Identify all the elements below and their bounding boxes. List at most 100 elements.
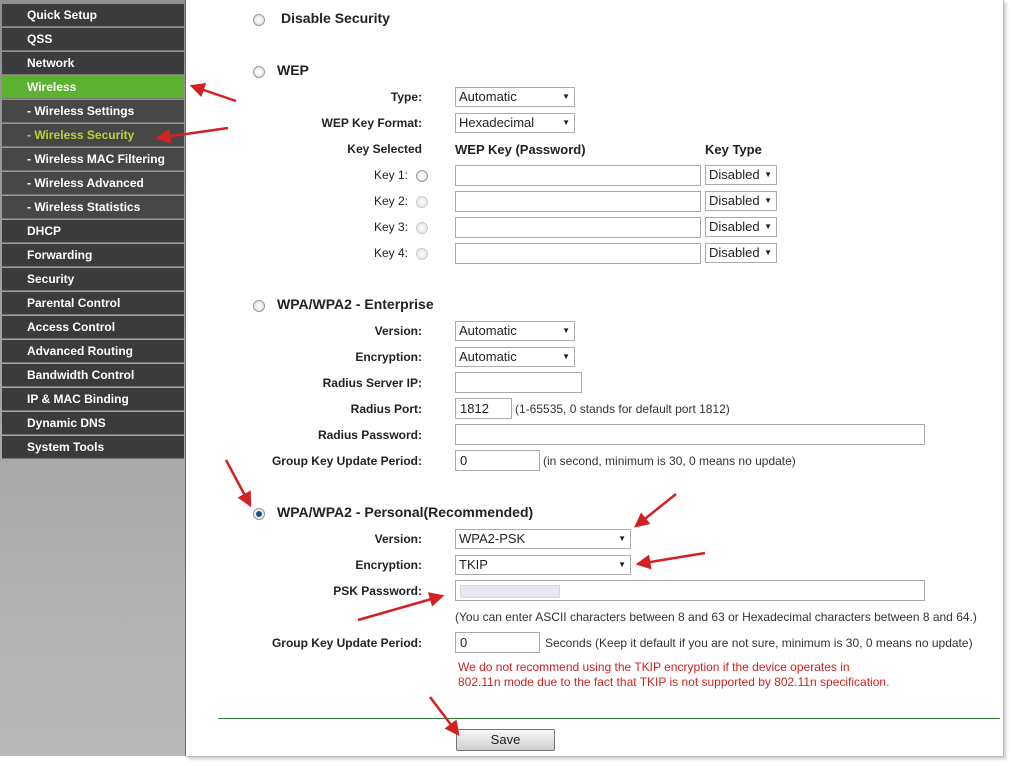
key-type-select[interactable]: Disabled ▼ [705,191,777,211]
disable-security-radio[interactable] [253,14,265,26]
chevron-down-icon: ▼ [764,222,772,231]
key-label: Key 3: [373,220,408,234]
sidebar-item-bandwidth-control[interactable]: Bandwidth Control [2,364,184,387]
sidebar-item-wireless-advanced[interactable]: - Wireless Advanced [2,172,184,195]
arrow-save [429,696,460,736]
chevron-down-icon: ▼ [618,534,626,543]
radius-port-note: (1-65535, 0 stands for default port 1812… [515,402,730,416]
chevron-down-icon: ▼ [562,92,570,101]
sidebar-item-wireless-statistics[interactable]: - Wireless Statistics [2,196,184,219]
ent-version-value: Automatic [459,323,517,338]
wep-key-input[interactable] [455,165,701,186]
wep-key-input[interactable] [455,217,701,238]
psk-encryption-label: Encryption: [355,558,422,572]
wep-type-value: Automatic [459,89,517,104]
radius-ip-label: Radius Server IP: [322,376,422,390]
ent-version-label: Version: [374,324,422,338]
key-select-radio[interactable] [416,248,428,260]
sidebar-item-network[interactable]: Network [2,52,184,75]
personal-title: WPA/WPA2 - Personal(Recommended) [277,504,534,520]
sidebar-item-wireless-mac-filtering[interactable]: - Wireless MAC Filtering [2,148,184,171]
wep-format-label: WEP Key Format: [321,116,422,130]
blurred-password [460,585,560,598]
chevron-down-icon: ▼ [764,196,772,205]
sidebar: Quick Setup QSS Network Wireless - Wireless … [0,0,186,756]
sidebar-item-security[interactable]: Security [2,268,184,291]
chevron-down-icon: ▼ [764,248,772,257]
ent-version-select[interactable]: Automatic ▼ [455,321,575,341]
psk-group-key-input[interactable]: 0 [455,632,540,653]
ent-encryption-select[interactable]: Automatic ▼ [455,347,575,367]
sidebar-item-ip-mac-binding[interactable]: IP & MAC Binding [2,388,184,411]
personal-radio[interactable] [253,508,265,520]
divider [218,718,1000,719]
sidebar-item-dhcp[interactable]: DHCP [2,220,184,243]
chevron-down-icon: ▼ [562,326,570,335]
arrow-psk [357,592,445,622]
psk-encryption-select[interactable]: TKIP ▼ [455,555,631,575]
ent-encryption-label: Encryption: [355,350,422,364]
chevron-down-icon: ▼ [562,352,570,361]
psk-password-label: PSK Password: [333,584,422,598]
sidebar-item-qss[interactable]: QSS [2,28,184,51]
key-select-radio[interactable] [416,196,428,208]
key-label: Key 1: [373,168,408,182]
key-type-select[interactable]: Disabled ▼ [705,217,777,237]
radius-port-input[interactable]: 1812 [455,398,512,419]
arrow-version [634,493,677,528]
psk-password-input[interactable] [455,580,925,601]
key-label: Key 2: [373,194,408,208]
save-button[interactable]: Save [456,729,555,751]
key-type-select[interactable]: Disabled ▼ [705,165,777,185]
sidebar-item-access-control[interactable]: Access Control [2,316,184,339]
wep-key-header: WEP Key (Password) [455,142,586,157]
wep-radio[interactable] [253,66,265,78]
enterprise-radio[interactable] [253,300,265,312]
wep-key-input[interactable] [455,191,701,212]
radius-port-label: Radius Port: [350,402,422,416]
ent-group-key-input[interactable]: 0 [455,450,540,471]
key-type-value: Disabled [709,193,760,208]
psk-group-key-note: Seconds (Keep it default if you are not … [545,636,973,650]
arrow-personal [224,459,252,508]
enterprise-title: WPA/WPA2 - Enterprise [277,296,434,312]
sidebar-item-forwarding[interactable]: Forwarding [2,244,184,267]
sidebar-item-dynamic-dns[interactable]: Dynamic DNS [2,412,184,435]
sidebar-item-system-tools[interactable]: System Tools [2,436,184,459]
key-type-select[interactable]: Disabled ▼ [705,243,777,263]
ent-group-key-note: (in second, minimum is 30, 0 means no up… [543,454,796,468]
psk-version-select[interactable]: WPA2-PSK ▼ [455,529,631,549]
sidebar-item-quick-setup[interactable]: Quick Setup [2,4,184,27]
tkip-warning-line2: 802.11n mode due to the fact that TKIP i… [458,675,890,689]
chevron-down-icon: ▼ [618,560,626,569]
psk-encryption-value: TKIP [459,557,488,572]
psk-password-note: (You can enter ASCII characters between … [455,610,977,624]
psk-version-label: Version: [374,532,422,546]
wep-type-select[interactable]: Automatic ▼ [455,87,575,107]
wep-format-select[interactable]: Hexadecimal ▼ [455,113,575,133]
arrow-encryption [635,551,706,570]
sidebar-item-advanced-routing[interactable]: Advanced Routing [2,340,184,363]
key-label: Key 4: [373,246,408,260]
ent-group-key-label: Group Key Update Period: [271,454,422,468]
sidebar-item-parental-control[interactable]: Parental Control [2,292,184,315]
sidebar-item-wireless-security[interactable]: - Wireless Security [2,124,184,147]
key-select-radio[interactable] [416,222,428,234]
radius-password-label: Radius Password: [317,428,422,442]
wep-type-label: Type: [390,90,422,104]
key-type-value: Disabled [709,219,760,234]
psk-version-value: WPA2-PSK [459,531,526,546]
chevron-down-icon: ▼ [562,118,570,127]
key-type-value: Disabled [709,245,760,260]
radius-ip-input[interactable] [455,372,582,393]
key-type-header: Key Type [705,142,762,157]
ent-encryption-value: Automatic [459,349,517,364]
arrow-wireless-security [155,126,229,144]
wep-key-input[interactable] [455,243,701,264]
key-select-radio[interactable] [416,170,428,182]
sidebar-item-wireless[interactable]: Wireless [2,76,184,99]
key-type-value: Disabled [709,167,760,182]
radius-password-input[interactable] [455,424,925,445]
sidebar-item-wireless-settings[interactable]: - Wireless Settings [2,100,184,123]
